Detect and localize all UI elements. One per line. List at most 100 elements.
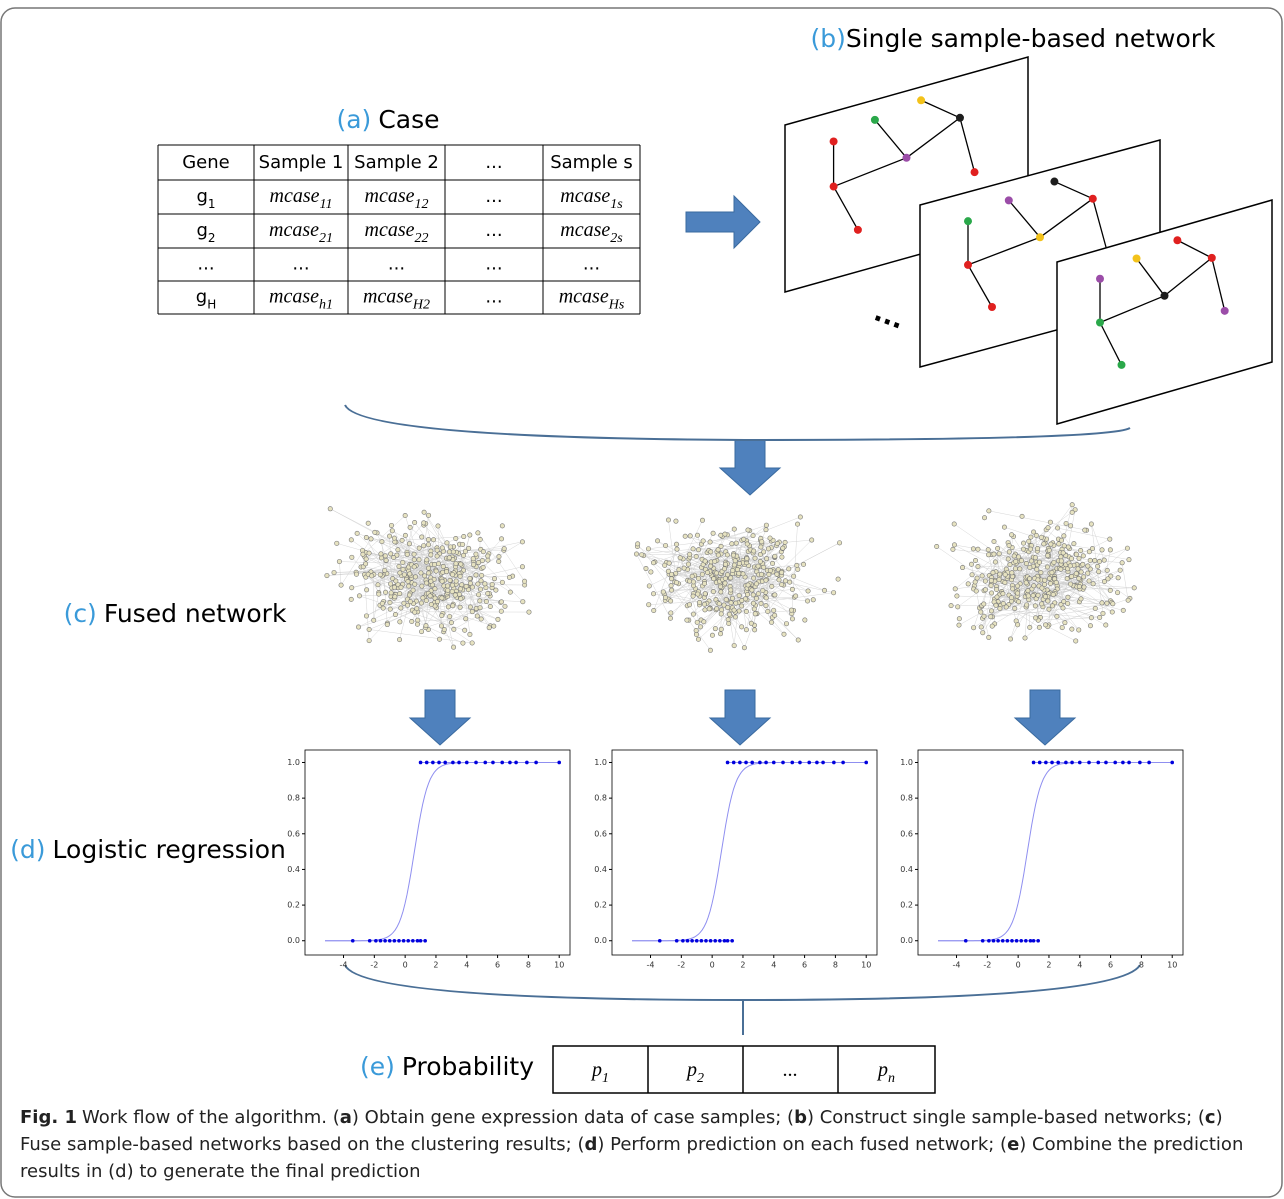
fused-node: [837, 541, 841, 545]
y-tick-label: 0.4: [287, 865, 300, 874]
point-class1: [1064, 761, 1068, 765]
fused-node: [453, 593, 457, 597]
fused-node: [426, 566, 430, 570]
point-class0: [713, 939, 717, 943]
fused-node: [1059, 538, 1063, 542]
fused-node: [400, 538, 404, 542]
fused-node: [393, 595, 397, 599]
fused-node: [1047, 548, 1051, 552]
fused-node: [376, 583, 380, 587]
fused-node: [647, 584, 651, 588]
y-tick-label: 0.6: [900, 829, 913, 838]
fused-node: [332, 570, 336, 574]
fused-node: [732, 643, 736, 647]
fused-node: [752, 628, 756, 632]
cell-main: ...: [583, 254, 600, 275]
fused-node: [700, 572, 704, 576]
fused-node: [668, 616, 672, 620]
fused-node: [451, 550, 455, 554]
fused-node: [488, 604, 492, 608]
fused-node: [457, 592, 461, 596]
y-tick-label: 0.2: [594, 901, 607, 910]
fused-node: [694, 554, 698, 558]
fused-node: [364, 588, 368, 592]
fused-node: [356, 625, 360, 629]
fused-node: [1015, 584, 1019, 588]
point-class1: [1138, 761, 1142, 765]
fused-node: [713, 559, 717, 563]
fused-node: [1023, 636, 1027, 640]
fused-node: [993, 560, 997, 564]
point-class1: [738, 761, 742, 765]
fused-node: [764, 603, 768, 607]
fused-node: [651, 592, 655, 596]
fused-node: [450, 583, 454, 587]
fused-node: [508, 590, 512, 594]
point-class1: [443, 761, 447, 765]
fused-node: [646, 547, 650, 551]
fused-node: [426, 571, 430, 575]
fused-node: [1046, 599, 1050, 603]
fused-node: [378, 572, 382, 576]
fused-node: [462, 534, 466, 538]
cell-main: mcase: [560, 219, 610, 241]
fused-node: [686, 562, 690, 566]
fused-node: [1064, 521, 1068, 525]
y-tick-label: 0.6: [287, 829, 300, 838]
cell-main: g: [196, 220, 207, 241]
cell-main: ...: [197, 254, 214, 275]
fused-node: [478, 587, 482, 591]
fused-node: [790, 617, 794, 621]
fused-node: [753, 612, 757, 616]
point-class1: [744, 761, 748, 765]
fused-node: [756, 564, 760, 568]
fused-node: [405, 552, 409, 556]
x-tick-label: 4: [771, 961, 776, 970]
fused-node: [982, 602, 986, 606]
fused-node: [1039, 570, 1043, 574]
point-class1: [821, 761, 825, 765]
point-class1: [815, 761, 819, 765]
fused-node: [388, 582, 392, 586]
fused-node: [767, 572, 771, 576]
fused-node: [1068, 524, 1072, 528]
fused-node: [461, 553, 465, 557]
fused-node: [366, 521, 370, 525]
section-tag: (d): [10, 835, 45, 864]
fused-node: [770, 561, 774, 565]
fused-node: [770, 584, 774, 588]
fused-node: [751, 533, 755, 537]
fused-node: [520, 540, 524, 544]
fused-node: [992, 552, 996, 556]
network-node: [1050, 178, 1058, 186]
fused-node: [1062, 534, 1066, 538]
fused-node: [422, 510, 426, 514]
fused-node: [1118, 568, 1122, 572]
fused-node: [440, 596, 444, 600]
fused-node: [394, 579, 398, 583]
fused-node: [714, 571, 718, 575]
fused-node: [470, 641, 474, 645]
fused-node: [349, 597, 353, 601]
fused-node: [1036, 578, 1040, 582]
fused-node: [725, 553, 729, 557]
fused-node: [492, 624, 496, 628]
fused-node: [737, 571, 741, 575]
fused-node: [369, 574, 373, 578]
fused-node: [1070, 503, 1074, 507]
fused-node: [647, 602, 651, 606]
fused-node: [987, 635, 991, 639]
table-header: Sample 1: [259, 152, 344, 173]
fused-node: [666, 569, 670, 573]
fused-node: [1007, 550, 1011, 554]
point-class0: [419, 939, 423, 943]
network-node: [871, 116, 879, 124]
point-class1: [1050, 761, 1054, 765]
fused-node: [1009, 595, 1013, 599]
plot-frame: [305, 750, 570, 955]
fused-node: [399, 585, 403, 589]
y-tick-label: 0.2: [287, 901, 300, 910]
fused-node: [1066, 545, 1070, 549]
fused-node: [468, 533, 472, 537]
fused-node: [769, 620, 773, 624]
